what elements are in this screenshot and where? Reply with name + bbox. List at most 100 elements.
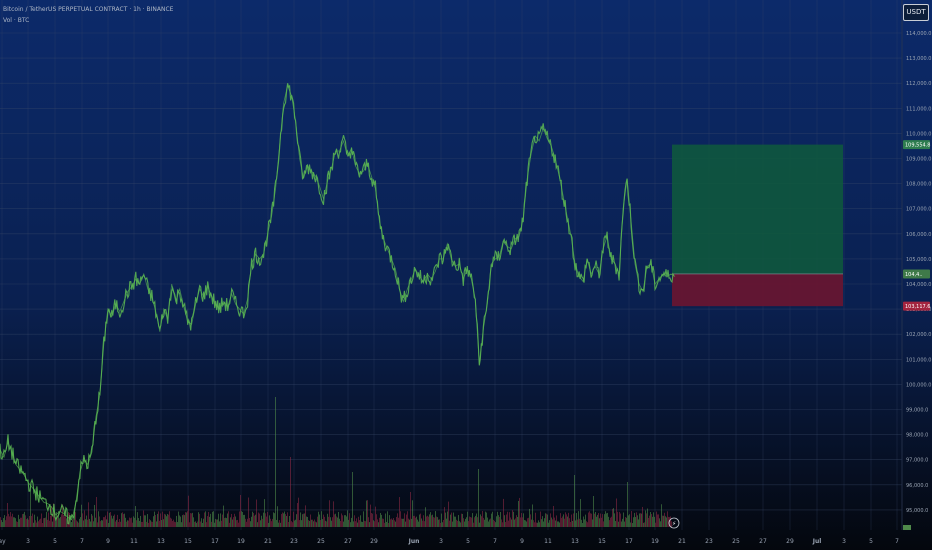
volume-bar	[645, 510, 646, 527]
volume-bar	[123, 514, 124, 527]
volume-bar	[572, 520, 573, 527]
volume-bar	[173, 519, 174, 527]
volume-bar	[654, 516, 655, 527]
volume-bar	[529, 508, 530, 527]
volume-bar	[462, 513, 463, 527]
volume-bar	[403, 518, 404, 527]
target-zone[interactable]	[672, 144, 843, 274]
volume-bar	[126, 521, 127, 527]
price-tick-label: 108,000.0	[906, 182, 931, 188]
volume-bar	[252, 511, 253, 527]
volume-bar	[137, 512, 138, 527]
volume-bar	[460, 522, 461, 527]
volume-bar	[626, 517, 627, 527]
volume-bar	[313, 521, 314, 527]
volume-bar	[17, 521, 18, 527]
volume-bar	[257, 522, 258, 527]
volume-bar	[18, 514, 19, 527]
time-tick-label: 25	[317, 538, 325, 545]
volume-bar	[663, 515, 664, 527]
volume-bar	[437, 517, 438, 527]
volume-bar	[481, 516, 482, 527]
volume-bar	[298, 497, 299, 527]
volume-bar	[32, 513, 33, 527]
price-tick-label: 106,000.0	[906, 232, 931, 238]
volume-bar	[532, 504, 533, 527]
volume-bar	[204, 512, 205, 527]
volume-bar	[562, 516, 563, 527]
volume-bar	[121, 513, 122, 527]
volume-bar	[411, 518, 412, 527]
time-tick-label: 7	[80, 538, 84, 545]
volume-bar	[265, 513, 266, 527]
volume-bar	[523, 513, 524, 527]
volume-bar	[330, 517, 331, 527]
volume-bar	[436, 516, 437, 527]
volume-bar	[162, 511, 163, 527]
target-price-badge	[903, 140, 930, 150]
volume-bar	[557, 521, 558, 527]
volume-bar	[29, 515, 30, 527]
currency-button[interactable]: USDT	[903, 4, 929, 21]
volume-bar	[299, 520, 300, 527]
volume-bar	[599, 518, 600, 527]
volume-bar	[188, 495, 189, 527]
volume-bar	[236, 520, 237, 527]
stop-zone[interactable]	[672, 273, 843, 307]
volume-bar	[496, 516, 497, 527]
volume-bar	[605, 511, 606, 527]
volume-bar	[0, 517, 1, 527]
volume-bar	[228, 511, 229, 527]
replay-icon[interactable]: ⚡	[668, 517, 680, 529]
volume-bar	[600, 513, 601, 527]
volume-bar	[488, 521, 489, 527]
time-tick-label: Jul	[812, 538, 822, 545]
volume-bar	[176, 515, 177, 527]
volume-bar	[423, 515, 424, 527]
volume-bar	[365, 521, 366, 527]
volume-bar	[191, 513, 192, 527]
volume-bar	[15, 518, 16, 527]
stop-price-badge-label: 103,117.6	[905, 304, 930, 310]
volume-bar	[130, 518, 131, 527]
volume-bar	[79, 518, 80, 527]
volume-bar	[588, 512, 589, 527]
volume-bar	[88, 502, 89, 527]
volume-bar	[198, 512, 199, 527]
price-line	[0, 83, 676, 525]
replay-bolt-icon[interactable]: ⚡	[672, 521, 676, 528]
volume-bar	[632, 522, 633, 527]
volume-bar	[629, 514, 630, 527]
volume-bar	[115, 521, 116, 527]
volume-bar	[372, 513, 373, 527]
volume-bar	[576, 512, 577, 527]
volume-bar	[359, 520, 360, 527]
volume-bar	[623, 512, 624, 527]
volume-bar	[472, 513, 473, 527]
volume-bar	[539, 522, 540, 527]
volume-bar	[170, 517, 171, 527]
volume-bar	[76, 520, 77, 527]
volume-bar	[565, 512, 566, 527]
volume-bar	[322, 519, 323, 527]
volume-bar	[68, 512, 69, 527]
volume-bar	[280, 522, 281, 527]
volume-bar	[504, 515, 505, 527]
replay-circle-icon[interactable]	[668, 517, 680, 529]
time-axis[interactable]: ay 3 5 7 9 11 13 15 17 19 21 23 25 27 29 Jun 3 5 7 9 11 13 15 1…	[0, 538, 899, 545]
volume-bar	[7, 503, 8, 527]
volume-bar	[589, 511, 590, 527]
volume-bar	[331, 520, 332, 527]
volume-bar	[201, 518, 202, 527]
volume-bar	[484, 519, 485, 527]
volume-bar	[109, 512, 110, 527]
volume-bar	[63, 514, 64, 527]
position-tool[interactable]	[672, 144, 843, 307]
volume-bar	[303, 513, 304, 527]
volume-bar	[19, 519, 20, 527]
volume-bar	[670, 516, 671, 527]
volume-bar	[465, 518, 466, 527]
volume-bar	[610, 517, 611, 527]
volume-bar	[179, 515, 180, 527]
